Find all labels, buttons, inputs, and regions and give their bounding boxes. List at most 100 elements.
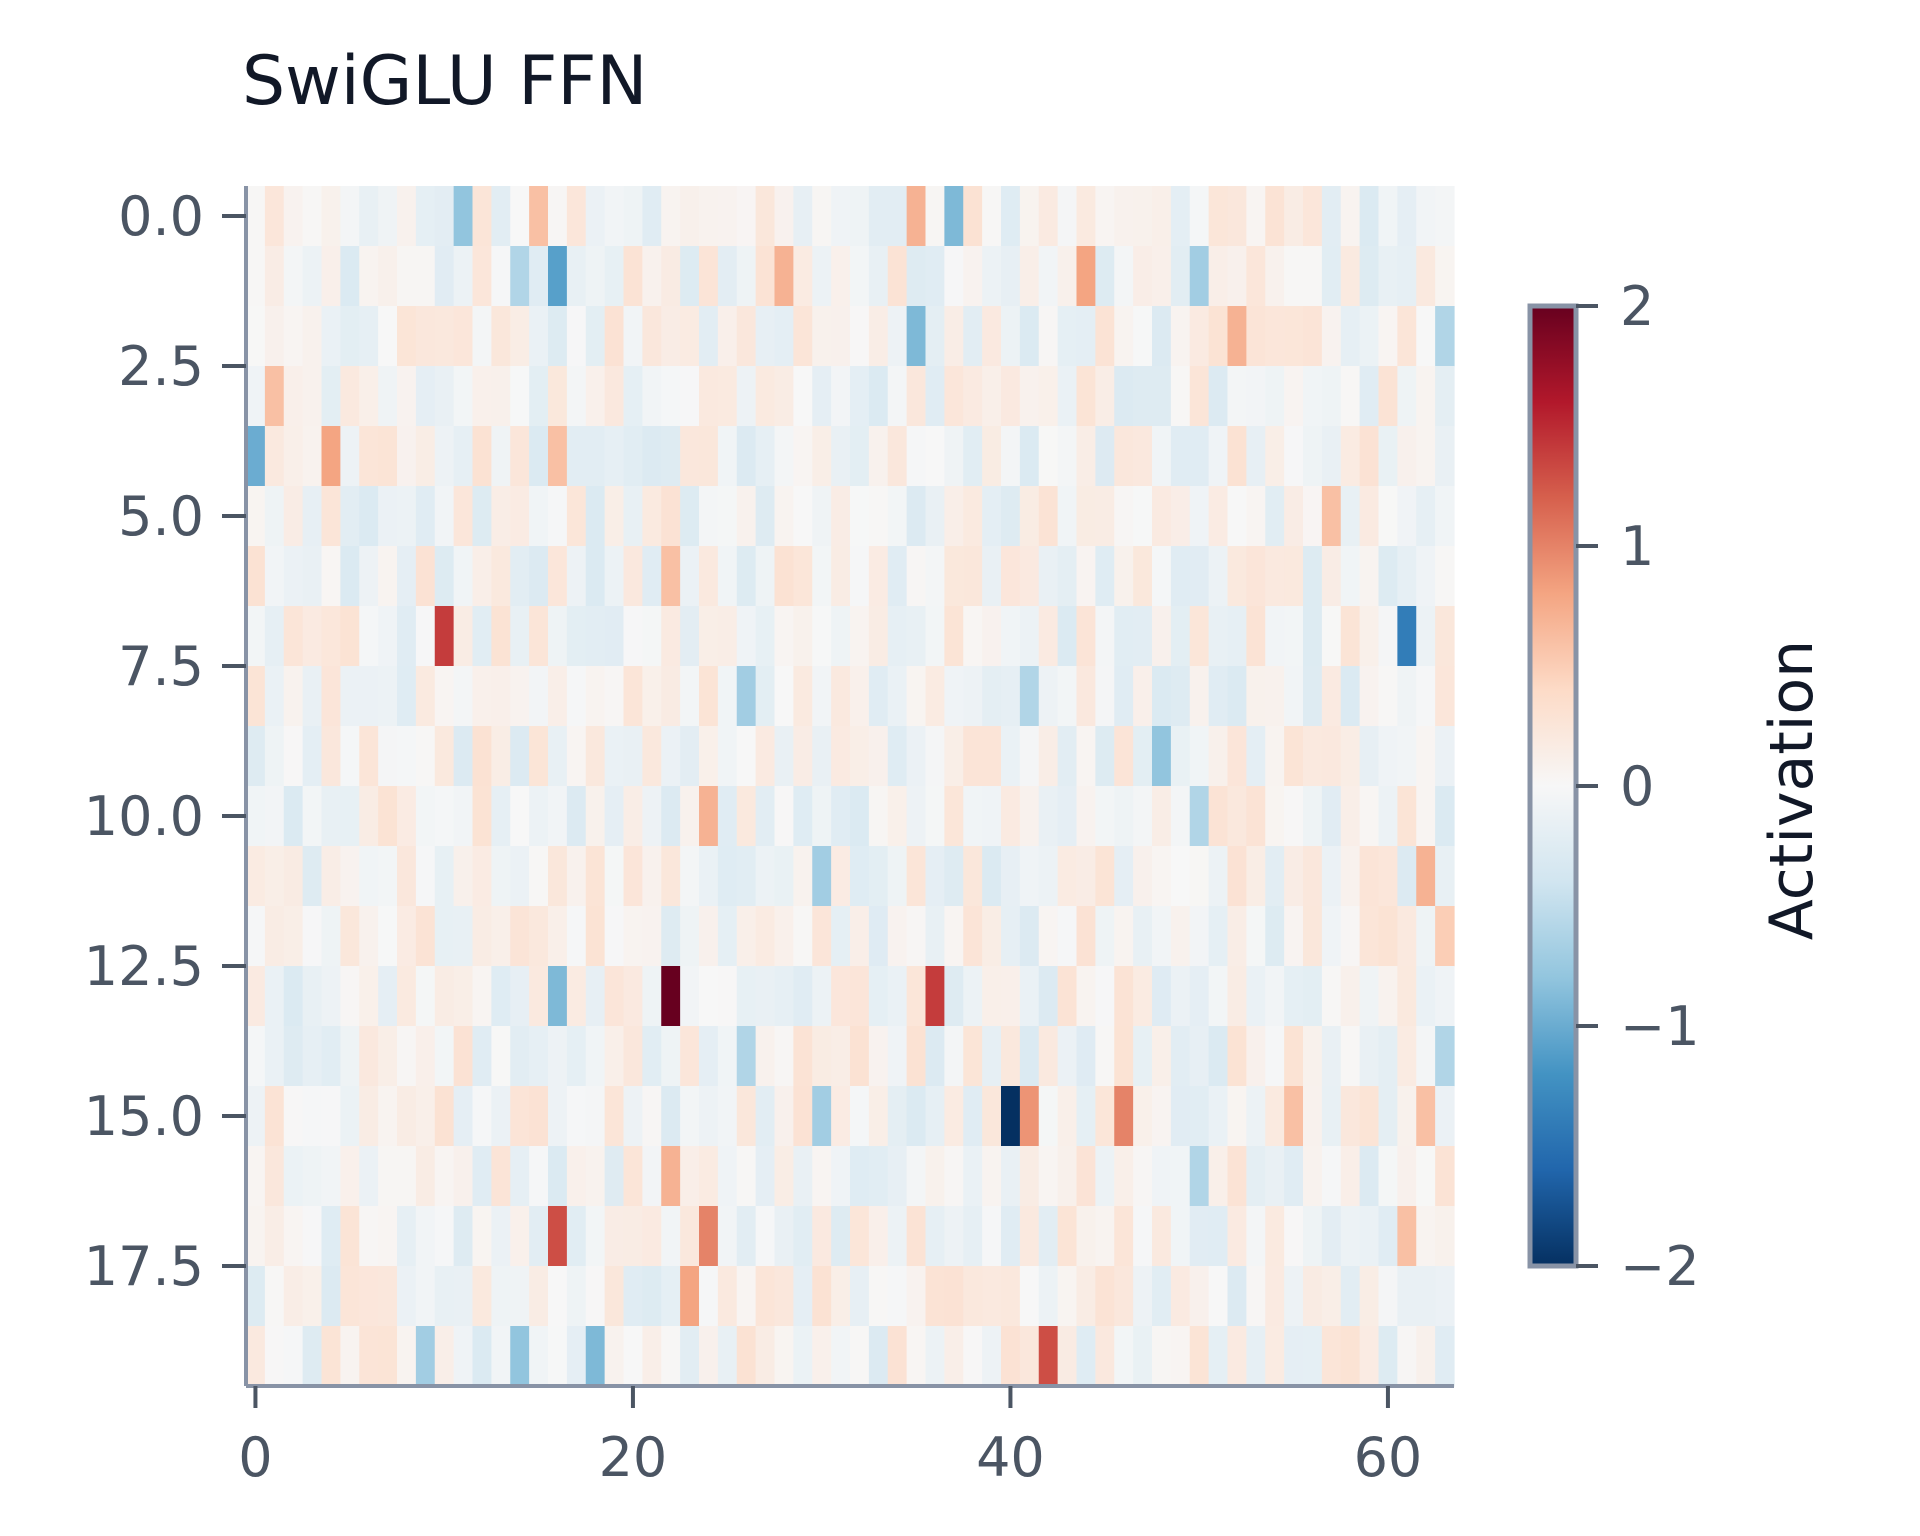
heatmap-cell xyxy=(850,486,870,547)
heatmap-cell xyxy=(1321,546,1342,607)
heatmap-cell xyxy=(868,966,889,1027)
heatmap-cell xyxy=(1359,1266,1380,1327)
heatmap-cell xyxy=(1321,1026,1342,1087)
heatmap-cell xyxy=(1133,1206,1153,1267)
heatmap-cell xyxy=(1208,786,1229,847)
heatmap-cell xyxy=(699,966,719,1027)
heatmap-cell xyxy=(566,306,587,367)
heatmap-cell xyxy=(623,366,643,427)
heatmap-cell xyxy=(359,606,379,667)
heatmap-cell xyxy=(1246,726,1266,787)
heatmap-cell xyxy=(397,966,417,1027)
heatmap-cell xyxy=(510,546,530,607)
heatmap-cell xyxy=(1019,786,1040,847)
heatmap-cell xyxy=(434,606,455,667)
heatmap-cell xyxy=(699,186,719,247)
heatmap-cell xyxy=(283,1026,304,1087)
heatmap-cell xyxy=(434,186,455,247)
heatmap-cell xyxy=(1416,246,1436,307)
heatmap-cell xyxy=(925,906,945,967)
heatmap-cell xyxy=(774,846,794,907)
heatmap-cell xyxy=(1416,606,1436,667)
heatmap-cell xyxy=(1019,666,1040,727)
heatmap-cell xyxy=(415,1206,436,1267)
heatmap-cell xyxy=(1397,486,1417,547)
heatmap-cell xyxy=(1303,1266,1323,1327)
heatmap-cell xyxy=(623,486,643,547)
heatmap-cell xyxy=(1265,846,1285,907)
heatmap-cell xyxy=(1378,306,1398,367)
heatmap-cell xyxy=(415,186,436,247)
heatmap-cell xyxy=(868,1206,889,1267)
heatmap-cell xyxy=(1246,966,1266,1027)
heatmap-cell xyxy=(774,306,794,367)
heatmap-cell xyxy=(831,606,851,667)
heatmap-cell xyxy=(340,366,360,427)
heatmap-cell xyxy=(491,906,511,967)
heatmap-cell xyxy=(1227,246,1247,307)
heatmap-cell xyxy=(1152,726,1172,787)
heatmap-cell xyxy=(661,606,681,667)
heatmap-cell xyxy=(246,1086,266,1147)
heatmap-cell xyxy=(699,1206,719,1267)
heatmap-cell xyxy=(1076,666,1096,727)
heatmap-cell xyxy=(359,966,379,1027)
heatmap-cell xyxy=(1170,906,1191,967)
heatmap-cell xyxy=(1321,1086,1342,1147)
colorbar-tick-label: −1 xyxy=(1620,995,1700,1058)
heatmap-cell xyxy=(604,1086,625,1147)
heatmap-cell xyxy=(1152,1266,1172,1327)
heatmap-cell xyxy=(246,846,266,907)
heatmap-cell xyxy=(1001,786,1021,847)
colorbar-tick-label: −2 xyxy=(1620,1235,1700,1298)
heatmap-cell xyxy=(415,246,436,307)
heatmap-cell xyxy=(925,306,945,367)
heatmap-cell xyxy=(491,1086,511,1147)
heatmap-cell xyxy=(850,1266,870,1327)
heatmap-cell xyxy=(1303,606,1323,667)
heatmap-cell xyxy=(963,786,983,847)
heatmap-cell xyxy=(1359,306,1380,367)
heatmap-cell xyxy=(548,726,568,787)
heatmap-cell xyxy=(604,966,625,1027)
heatmap-cell xyxy=(1152,306,1172,367)
heatmap-cell xyxy=(415,1326,436,1387)
heatmap-cell xyxy=(717,1206,738,1267)
heatmap-cell xyxy=(623,666,643,727)
heatmap-cell xyxy=(1321,306,1342,367)
heatmap-cell xyxy=(472,1266,492,1327)
heatmap-cell xyxy=(1303,966,1323,1027)
heatmap-cell xyxy=(1435,246,1455,307)
heatmap-cell xyxy=(1001,666,1021,727)
heatmap-cell xyxy=(1001,1146,1021,1207)
heatmap-cell xyxy=(1057,666,1078,727)
heatmap-cell xyxy=(717,426,738,487)
heatmap-cell xyxy=(793,666,813,727)
heatmap-cell xyxy=(1001,1326,1021,1387)
heatmap-cell xyxy=(604,786,625,847)
heatmap-cell xyxy=(1170,1146,1191,1207)
heatmap-cell xyxy=(793,546,813,607)
colorbar-tick-label: 2 xyxy=(1620,275,1654,338)
heatmap-cell xyxy=(453,186,474,247)
heatmap-cell xyxy=(510,846,530,907)
heatmap-cell xyxy=(831,1266,851,1327)
heatmap-cell xyxy=(831,726,851,787)
heatmap-cell xyxy=(717,366,738,427)
heatmap-cell xyxy=(944,306,964,367)
heatmap-cell xyxy=(1001,606,1021,667)
heatmap-cell xyxy=(1038,1266,1059,1327)
heatmap-cell xyxy=(529,666,549,727)
heatmap-cell xyxy=(359,726,379,787)
heatmap-cell xyxy=(1133,1326,1153,1387)
heatmap-cell xyxy=(1076,606,1096,667)
heatmap-cell xyxy=(850,726,870,787)
heatmap-cell xyxy=(1265,1146,1285,1207)
heatmap-cell xyxy=(378,1026,398,1087)
heatmap-cell xyxy=(510,966,530,1027)
heatmap-cell xyxy=(302,1086,323,1147)
heatmap-cell xyxy=(850,606,870,667)
heatmap-cell xyxy=(925,426,945,487)
heatmap-cell xyxy=(944,1146,964,1207)
heatmap-cell xyxy=(1095,846,1115,907)
